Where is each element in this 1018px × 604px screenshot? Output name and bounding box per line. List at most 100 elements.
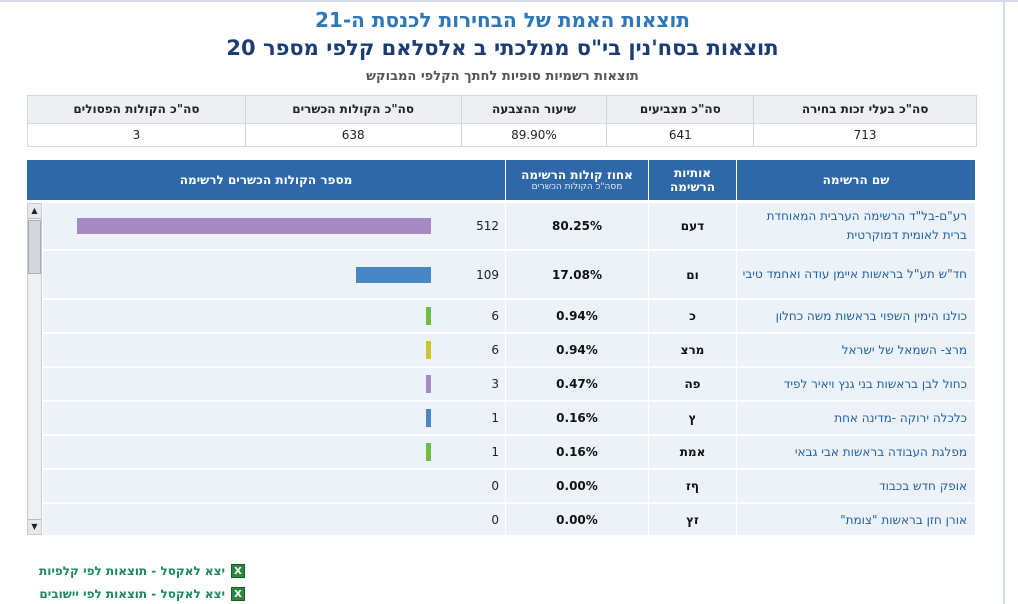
- excel-icon: X: [231, 587, 245, 601]
- table-row: 1 0.16% אמת מפלגת העבודה בראשות אבי גבאי: [43, 436, 975, 468]
- summary-value: 641: [668, 128, 692, 142]
- list-name[interactable]: מפלגת העבודה בראשות אבי גבאי: [737, 436, 975, 468]
- header-pct-line1: אחוז קולות הרשימה: [521, 168, 633, 182]
- page-title: תוצאות האמת של הבחירות לכנסת ה-21: [315, 8, 690, 32]
- export-excel-by-locality-link[interactable]: X יצא לאקסל - תוצאות לפי יישובים: [30, 585, 245, 603]
- list-percent: 17.08%: [506, 251, 648, 298]
- summary-voters: סה"כ מצביעים 641: [606, 96, 754, 146]
- table-row: 6 0.94% כ כולנו הימין השפוי בראשות משה כחלו…: [43, 300, 975, 332]
- list-letters: ץ: [649, 402, 736, 434]
- votes-bar: [356, 266, 431, 283]
- summary-invalid-votes: סה"כ הקולות הפסולים 3: [28, 96, 245, 146]
- list-name[interactable]: חד"ש תע"ל בראשות איימן עודה ואחמד טיבי: [737, 251, 975, 298]
- list-letters: ףז: [649, 470, 736, 502]
- results-table-header: שם הרשימה אותיות הרשימה אחוז קולות הרשימ…: [27, 160, 975, 200]
- table-row: 6 0.94% מרצ מרצ- השמאל של ישראל: [43, 334, 975, 366]
- table-row: 3 0.47% פה כחול לבן בראשות בני גנץ ויאיר לפ…: [43, 368, 975, 400]
- votes-bar: [426, 409, 431, 427]
- summary-eligible: סה"כ בעלי זכות בחירה 713: [753, 96, 976, 146]
- votes-bar: [426, 443, 431, 461]
- list-name[interactable]: מרצ- השמאל של ישראל: [737, 334, 975, 366]
- summary-turnout: שיעור ההצבעה 89.90%: [460, 96, 607, 146]
- list-percent: 0.94%: [506, 334, 648, 366]
- summary-label: סה"כ הקולות הפסולים: [28, 96, 245, 124]
- votes-bar-cell: 6: [43, 334, 505, 366]
- votes-bar-cell: 1: [43, 436, 505, 468]
- summary-table: סה"כ בעלי זכות בחירה 713 סה"כ מצביעים 64…: [27, 95, 977, 147]
- header-pct-line2: מסה"כ הקולות הכשרים: [531, 182, 623, 192]
- votes-bar-cell: 3: [43, 368, 505, 400]
- list-letters: פה: [649, 368, 736, 400]
- list-percent: 0.47%: [506, 368, 648, 400]
- votes-bar-cell: 0: [43, 470, 505, 502]
- votes-count: 0: [491, 479, 499, 493]
- list-percent: 0.00%: [506, 470, 648, 502]
- scrollbar-thumb[interactable]: [28, 220, 41, 274]
- page-subtitle: תוצאות בסח'נין בי"ס ממלכתי ב אלסלאם קלפי…: [226, 36, 779, 60]
- list-letters: ום: [649, 251, 736, 298]
- summary-label: שיעור ההצבעה: [461, 96, 607, 124]
- votes-bar: [426, 375, 431, 393]
- votes-bar-cell: 1: [43, 402, 505, 434]
- header-letters-line1: אותיות: [674, 166, 711, 180]
- header-list-name[interactable]: שם הרשימה: [737, 160, 975, 200]
- table-row: 109 17.08% ום חד"ש תע"ל בראשות איימן עודה ו…: [43, 251, 975, 298]
- list-letters: דעם: [649, 203, 736, 249]
- table-row: 1 0.16% ץ כלכלה ירוקה -מדינה אחת: [43, 402, 975, 434]
- votes-count: 0: [491, 513, 499, 527]
- header-list-percent[interactable]: אחוז קולות הרשימה מסה"כ הקולות הכשרים: [506, 160, 648, 200]
- list-percent: 0.00%: [506, 504, 648, 535]
- scroll-up-button[interactable]: ▲: [28, 204, 41, 219]
- header-list-letters[interactable]: אותיות הרשימה: [649, 160, 736, 200]
- results-scrollbar[interactable]: ▲ ▼: [27, 203, 42, 535]
- summary-valid-votes: סה"כ הקולות הכשרים 638: [244, 96, 461, 146]
- export-link-label: יצא לאקסל - תוצאות לפי יישובים: [39, 587, 225, 601]
- summary-label: סה"כ מצביעים: [607, 96, 754, 124]
- list-name[interactable]: כלכלה ירוקה -מדינה אחת: [737, 402, 975, 434]
- list-letters: מרצ: [649, 334, 736, 366]
- header-valid-votes[interactable]: מספר הקולות הכשרים לרשימה: [27, 160, 505, 200]
- votes-bar-cell: 109: [43, 251, 505, 298]
- results-note: תוצאות רשמיות סופיות לחתך הקלפי המבוקש: [366, 69, 639, 84]
- summary-label: סה"כ הקולות הכשרים: [245, 96, 461, 124]
- list-name[interactable]: כחול לבן בראשות בני גנץ ויאיר לפיד: [737, 368, 975, 400]
- list-percent: 0.94%: [506, 300, 648, 332]
- table-row: 512 80.25% דעם רע"ם-בל"ד הרשימה הערבית המאו…: [43, 203, 975, 249]
- list-name[interactable]: כולנו הימין השפוי בראשות משה כחלון: [737, 300, 975, 332]
- list-letters: כ: [649, 300, 736, 332]
- summary-value: 638: [341, 128, 365, 142]
- votes-bar: [77, 218, 431, 234]
- summary-value: 89.90%: [511, 128, 557, 142]
- export-link-label: יצא לאקסל - תוצאות לפי קלפיות: [39, 564, 225, 578]
- summary-value: 713: [853, 128, 877, 142]
- list-letters: אמת: [649, 436, 736, 468]
- list-percent: 80.25%: [506, 203, 648, 249]
- frame-right-border: [1003, 0, 1005, 604]
- summary-value: 3: [132, 128, 141, 142]
- export-excel-by-ballot-link[interactable]: X יצא לאקסל - תוצאות לפי קלפיות: [30, 562, 245, 580]
- votes-count: 1: [491, 411, 499, 425]
- scroll-down-button[interactable]: ▼: [28, 519, 41, 534]
- votes-count: 109: [476, 267, 499, 282]
- votes-bar: [426, 341, 431, 359]
- votes-bar: [426, 307, 431, 325]
- list-name[interactable]: רע"ם-בל"ד הרשימה הערבית המאוחדת ברית לאו…: [737, 203, 975, 249]
- list-name[interactable]: אופק חדש בכבוד: [737, 470, 975, 502]
- votes-bar-cell: 512: [43, 203, 505, 249]
- votes-bar-cell: 0: [43, 504, 505, 535]
- table-row: 0 0.00% זץ אורן חזן בראשות "צומת": [43, 504, 975, 535]
- header-list-name-label: שם הרשימה: [822, 173, 890, 187]
- summary-label: סה"כ בעלי זכות בחירה: [754, 96, 976, 124]
- header-letters-line2: הרשימה: [669, 180, 716, 194]
- excel-icon: X: [231, 564, 245, 578]
- list-percent: 0.16%: [506, 436, 648, 468]
- votes-count: 6: [491, 309, 499, 323]
- table-row: 0 0.00% ףז אופק חדש בכבוד: [43, 470, 975, 502]
- votes-count: 3: [491, 377, 499, 391]
- list-name[interactable]: אורן חזן בראשות "צומת": [737, 504, 975, 535]
- list-letters: זץ: [649, 504, 736, 535]
- frame-top-border: [0, 0, 1018, 2]
- header-valid-votes-label: מספר הקולות הכשרים לרשימה: [179, 173, 353, 187]
- votes-count: 1: [491, 445, 499, 459]
- list-percent: 0.16%: [506, 402, 648, 434]
